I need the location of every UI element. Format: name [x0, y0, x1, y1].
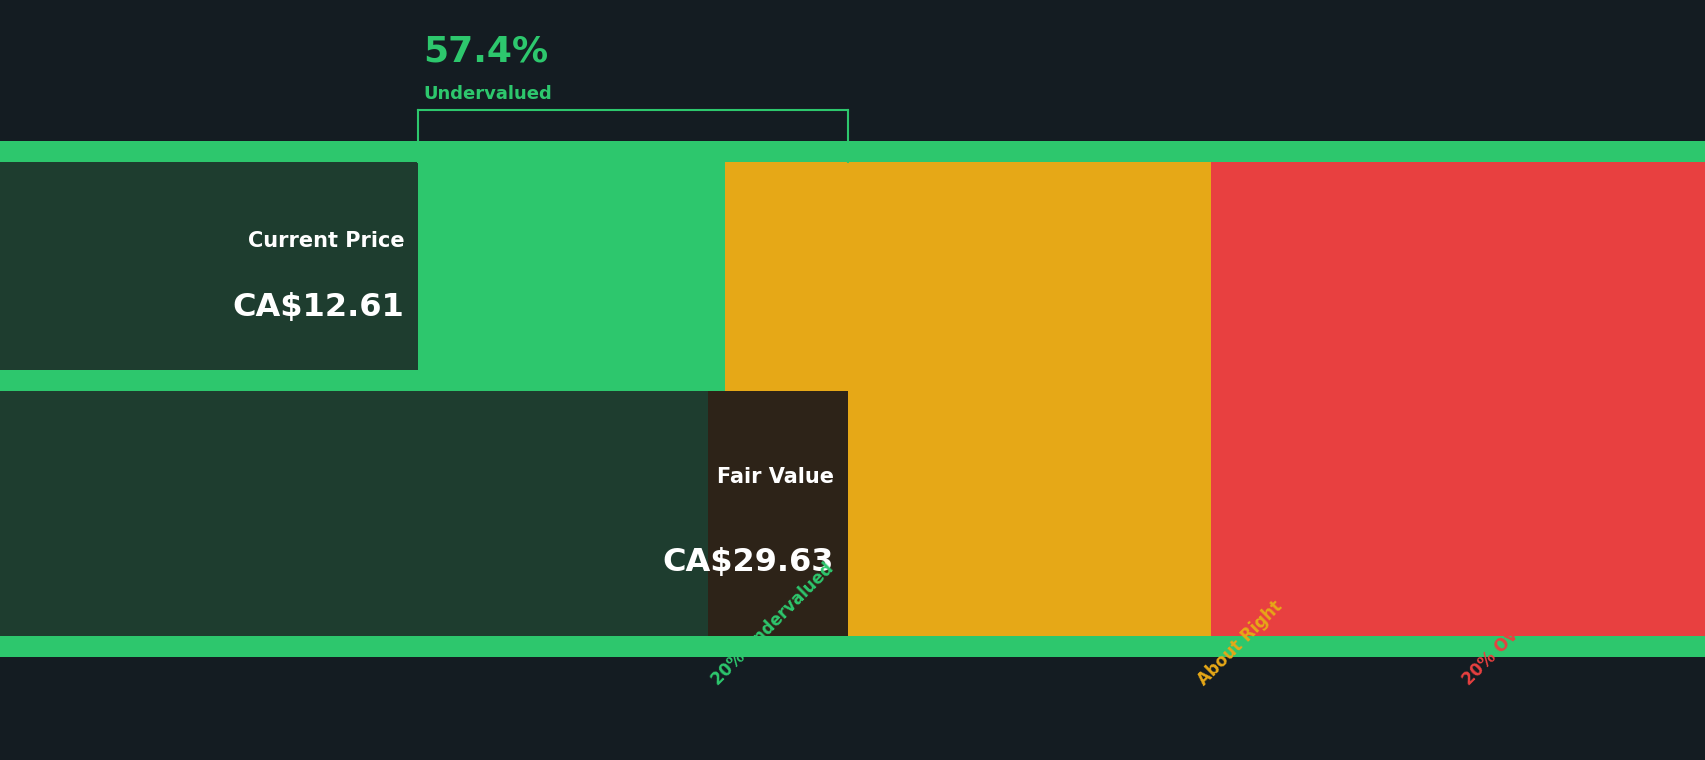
Bar [0, 391, 725, 636]
Bar [0, 370, 725, 391]
Bar [1211, 162, 1705, 370]
Text: 20% Overvalued: 20% Overvalued [1458, 568, 1579, 689]
Bar [725, 391, 1211, 636]
Bar [0, 141, 1705, 657]
Text: Undervalued: Undervalued [423, 84, 551, 103]
Text: 57.4%: 57.4% [423, 34, 547, 68]
Text: Current Price: Current Price [247, 231, 404, 251]
Bar [1211, 391, 1705, 636]
Text: CA$29.63: CA$29.63 [663, 547, 834, 578]
Bar [725, 162, 1211, 370]
Bar [0, 141, 1705, 162]
Bar [0, 141, 725, 657]
Text: About Right: About Right [1194, 597, 1286, 689]
Bar [0, 162, 418, 370]
Bar [1211, 141, 1705, 657]
Bar [0, 391, 847, 636]
Bar [0, 636, 1705, 657]
Bar [0, 162, 725, 370]
Bar [708, 391, 847, 636]
Text: 20% Undervalued: 20% Undervalued [708, 560, 837, 689]
Bar [725, 141, 1211, 657]
Text: Fair Value: Fair Value [716, 467, 834, 487]
Text: CA$12.61: CA$12.61 [232, 292, 404, 323]
